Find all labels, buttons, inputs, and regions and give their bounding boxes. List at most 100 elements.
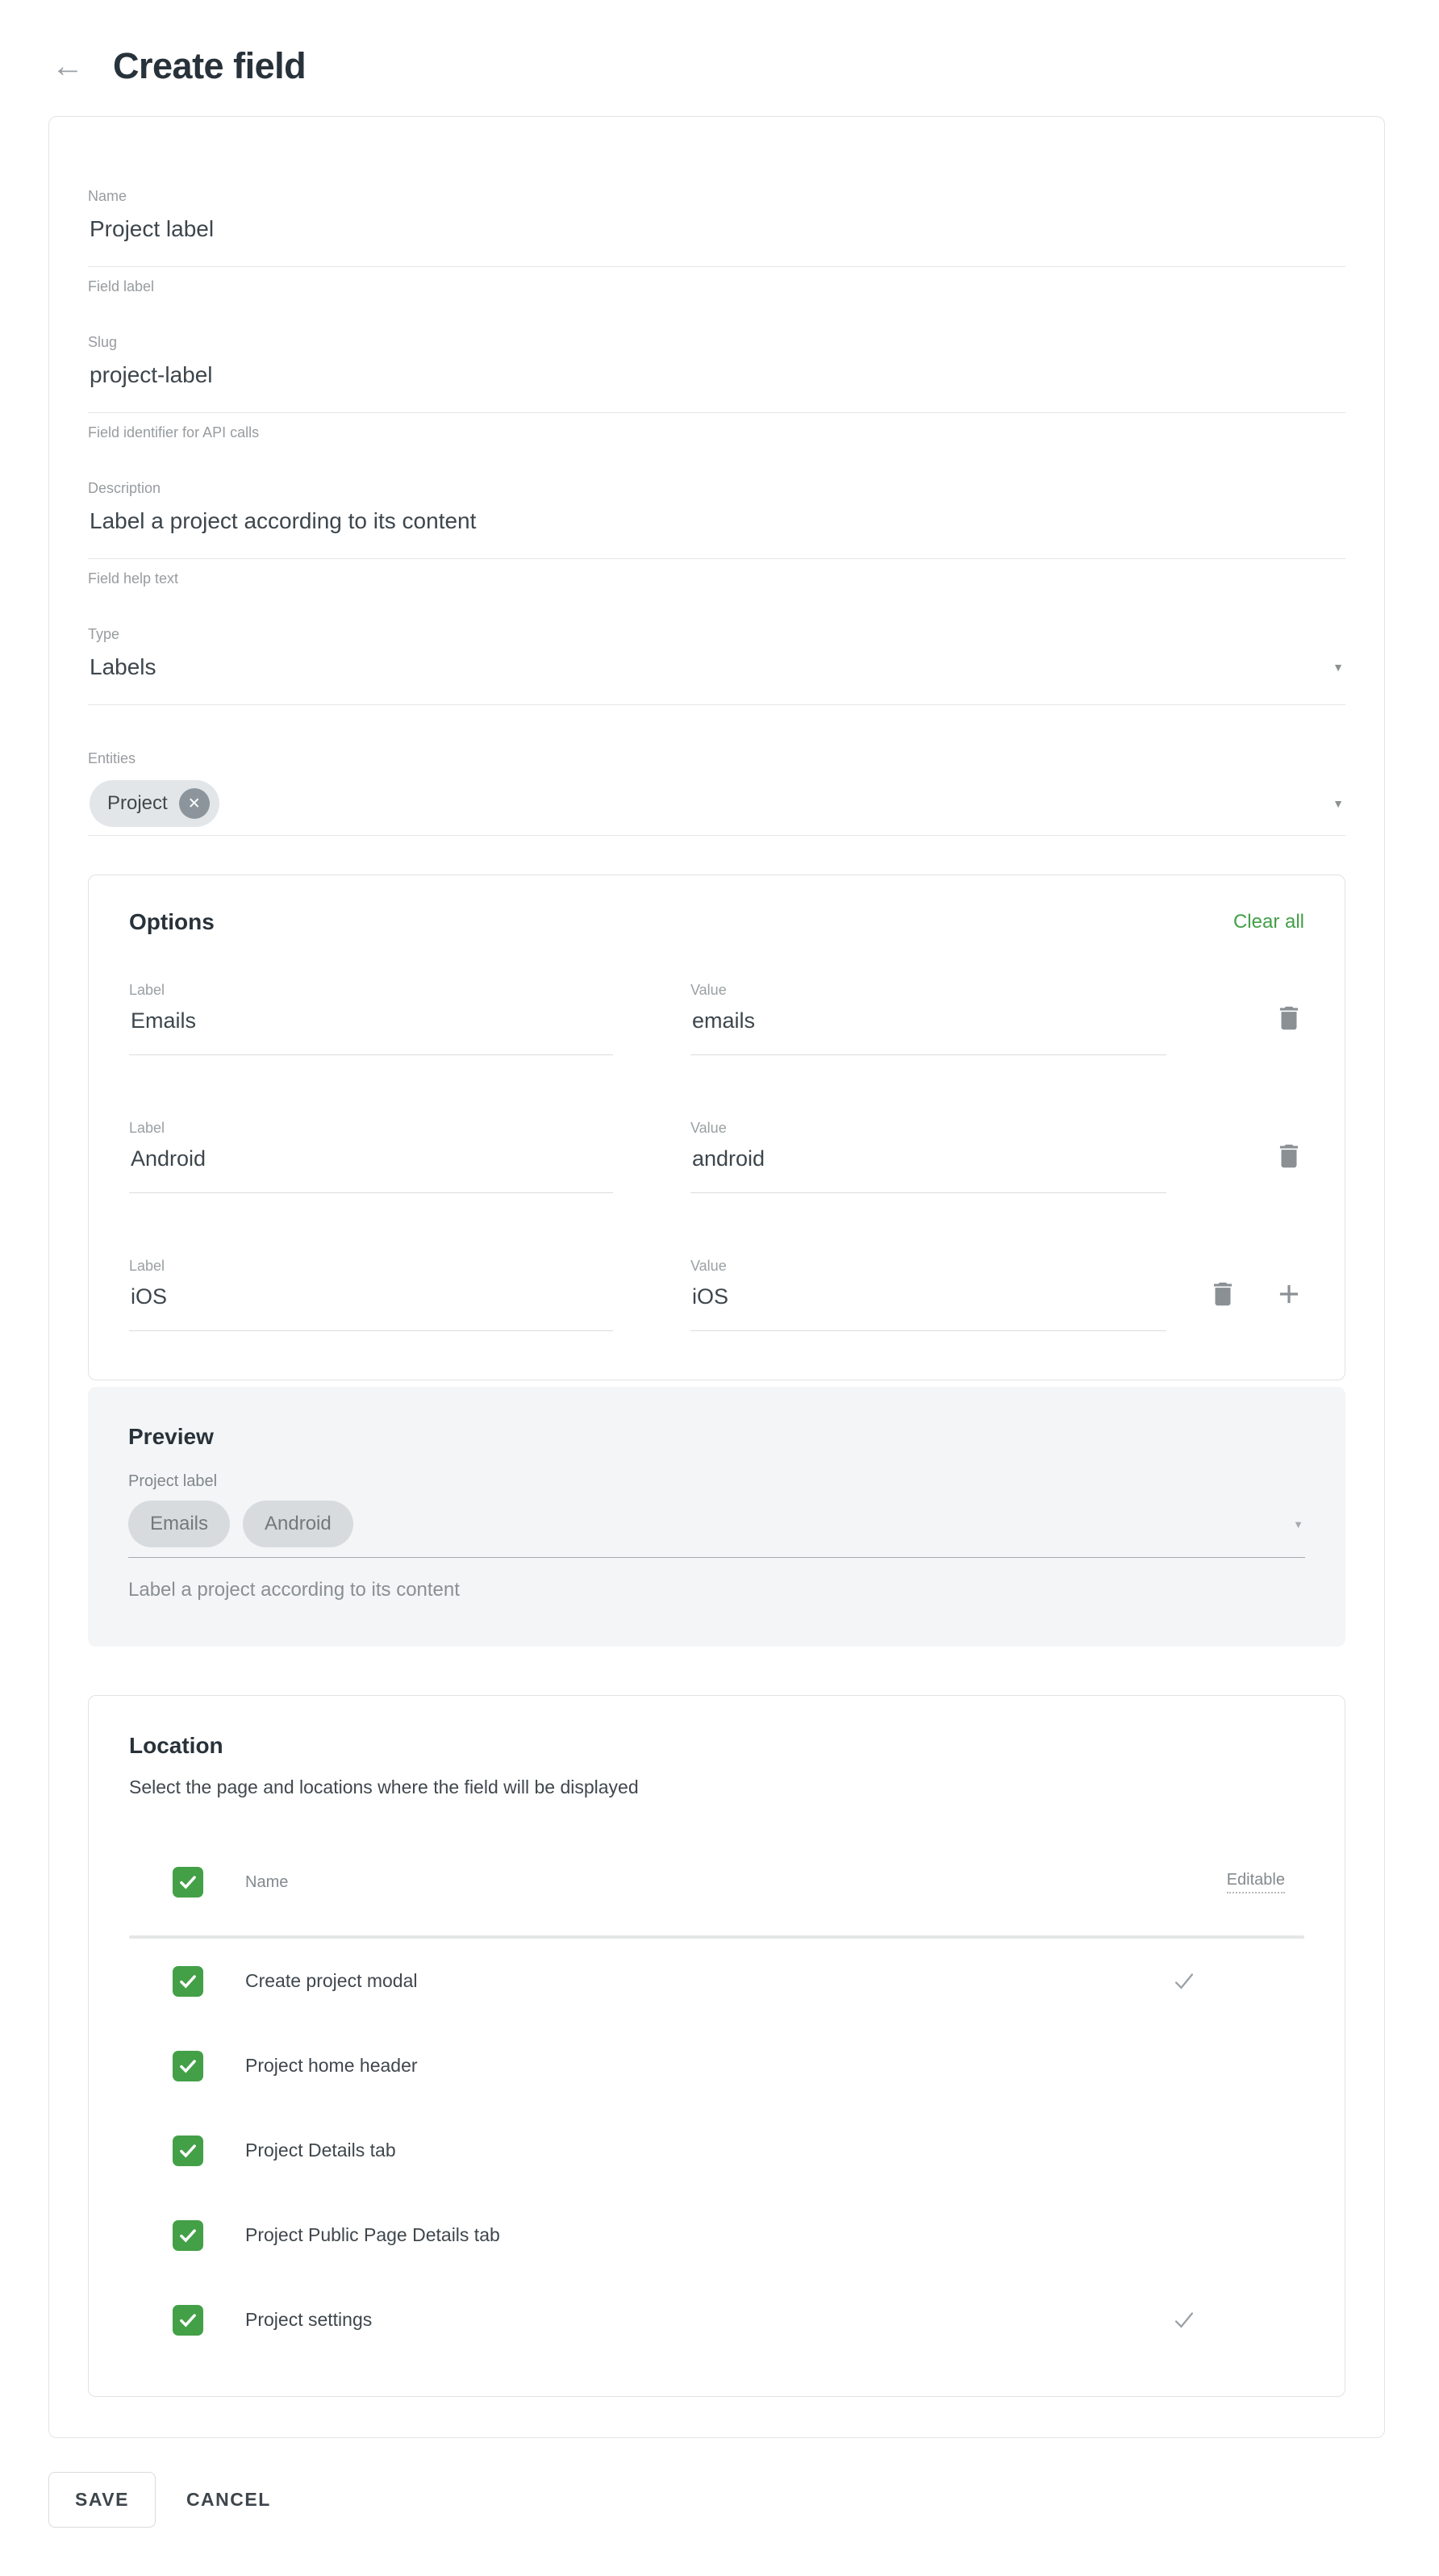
option-row-icons xyxy=(1274,982,1304,1033)
delete-icon[interactable] xyxy=(1274,1003,1304,1033)
preview-title: Preview xyxy=(128,1424,214,1449)
location-editable-header: Editable xyxy=(1226,1871,1285,1893)
option-value-input[interactable]: iOS xyxy=(690,1275,1166,1331)
type-select[interactable]: Labels ▼ xyxy=(88,643,1345,705)
entity-chip-label: Project xyxy=(107,792,168,814)
check-icon xyxy=(180,2313,196,2327)
location-checkbox[interactable] xyxy=(173,2050,203,2081)
entity-chip: Project ✕ xyxy=(90,780,219,827)
location-header-row: Name Editable xyxy=(129,1852,1304,1913)
add-option-icon[interactable] xyxy=(1274,1279,1304,1309)
option-row: Label Android Value android xyxy=(129,1120,1304,1193)
chip-remove-icon[interactable]: ✕ xyxy=(178,788,210,819)
option-label-caption: Label xyxy=(129,982,165,998)
option-label-input[interactable]: Emails xyxy=(129,999,613,1055)
location-row-name: Project home header xyxy=(245,2055,418,2076)
name-input[interactable]: Project label xyxy=(88,205,1345,267)
select-all-checkbox[interactable] xyxy=(173,1867,203,1898)
preview-chips: Emails Android xyxy=(128,1501,353,1547)
preview-select[interactable]: Emails Android ▼ xyxy=(128,1491,1305,1558)
clear-all-link[interactable]: Clear all xyxy=(1233,911,1304,933)
name-helper: Field label xyxy=(88,278,155,294)
table-divider xyxy=(129,1935,1304,1939)
description-input[interactable]: Label a project according to its content xyxy=(88,497,1345,559)
description-helper: Field help text xyxy=(88,570,179,587)
option-value-caption: Value xyxy=(690,982,727,998)
location-row-name: Project Public Page Details tab xyxy=(245,2224,500,2245)
cancel-button[interactable]: CANCEL xyxy=(186,2489,271,2510)
option-value-field: Value emails xyxy=(690,982,1166,1055)
option-value-input[interactable]: emails xyxy=(690,999,1166,1055)
entities-select[interactable]: Project ✕ ▼ xyxy=(88,767,1345,836)
option-label-caption: Label xyxy=(129,1120,165,1136)
slug-helper: Field identifier for API calls xyxy=(88,424,260,440)
type-value: Labels xyxy=(90,654,156,679)
option-label-input[interactable]: iOS xyxy=(129,1275,613,1331)
slug-field-group: Slug project-label Field identifier for … xyxy=(88,334,1345,441)
location-row: Project home header xyxy=(129,2023,1304,2108)
location-checkbox[interactable] xyxy=(173,1965,203,1997)
slug-label: Slug xyxy=(88,334,118,350)
footer-actions: SAVE CANCEL xyxy=(48,2472,1439,2528)
location-row: Project Public Page Details tab xyxy=(129,2193,1304,2277)
option-label-field: Label Android xyxy=(129,1120,613,1193)
create-field-card: Name Project label Field label Slug proj… xyxy=(48,116,1385,2438)
location-row-name: Project Details tab xyxy=(245,2140,396,2161)
location-title: Location xyxy=(129,1733,223,1758)
delete-icon[interactable] xyxy=(1208,1279,1238,1309)
chevron-down-icon[interactable]: ▼ xyxy=(1333,661,1344,674)
preview-chip: Emails xyxy=(128,1501,231,1547)
back-arrow-icon[interactable]: ← xyxy=(52,48,84,84)
location-name-header: Name xyxy=(245,1873,289,1891)
name-field-group: Name Project label Field label xyxy=(88,188,1345,295)
preview-field-label: Project label xyxy=(128,1472,218,1490)
options-title: Options xyxy=(129,909,215,934)
location-checkbox[interactable] xyxy=(173,2304,203,2336)
slug-input[interactable]: project-label xyxy=(88,351,1345,413)
option-label-caption: Label xyxy=(129,1258,165,1274)
preview-chip: Android xyxy=(243,1501,353,1547)
check-icon xyxy=(180,1876,196,1889)
location-row-name: Create project modal xyxy=(245,1970,418,1991)
option-value-caption: Value xyxy=(690,1258,727,1274)
description-value: Label a project according to its content xyxy=(90,508,477,533)
option-value-field: Value android xyxy=(690,1120,1166,1193)
chevron-down-icon: ▼ xyxy=(1293,1518,1303,1530)
option-row-icons xyxy=(1208,1258,1304,1309)
slug-value: project-label xyxy=(90,362,213,387)
type-field-group: Type Labels ▼ xyxy=(88,626,1345,705)
location-row-name: Project settings xyxy=(245,2309,373,2330)
save-button[interactable]: SAVE xyxy=(48,2472,156,2528)
location-row: Create project modal xyxy=(129,1939,1304,2023)
location-row: Project settings xyxy=(129,2277,1304,2362)
option-label-input[interactable]: Android xyxy=(129,1137,613,1193)
option-row: Label Emails Value emails xyxy=(129,982,1304,1055)
option-value-input[interactable]: android xyxy=(690,1137,1166,1193)
editable-check-icon xyxy=(1174,1973,1194,1989)
page-title: Create field xyxy=(113,45,307,86)
option-label-field: Label Emails xyxy=(129,982,613,1055)
location-checkbox[interactable] xyxy=(173,2219,203,2251)
options-header: Options Clear all xyxy=(129,909,1304,935)
options-section: Options Clear all Label Emails Value ema… xyxy=(88,875,1345,1380)
preview-helper: Label a project according to its content xyxy=(128,1579,460,1601)
type-label: Type xyxy=(88,626,120,642)
chevron-down-icon[interactable]: ▼ xyxy=(1333,797,1344,810)
preview-section: Preview Project label Emails Android ▼ L… xyxy=(88,1387,1345,1647)
description-label: Description xyxy=(88,480,161,496)
location-table: Name Editable Create project modal Proje… xyxy=(129,1852,1304,2362)
option-value-field: Value iOS xyxy=(690,1258,1166,1331)
delete-icon[interactable] xyxy=(1274,1141,1304,1171)
option-value-caption: Value xyxy=(690,1120,727,1136)
check-icon xyxy=(180,2059,196,2073)
check-icon xyxy=(180,2228,196,2242)
option-row: Label iOS Value iOS xyxy=(129,1258,1304,1331)
option-label-field: Label iOS xyxy=(129,1258,613,1331)
check-icon xyxy=(180,2144,196,2157)
location-checkbox[interactable] xyxy=(173,2135,203,2166)
entities-label: Entities xyxy=(88,750,136,766)
location-section: Location Select the page and locations w… xyxy=(88,1695,1345,2397)
description-field-group: Description Label a project according to… xyxy=(88,480,1345,587)
option-row-icons xyxy=(1274,1120,1304,1171)
entities-field-group: Entities Project ✕ ▼ xyxy=(88,750,1345,836)
